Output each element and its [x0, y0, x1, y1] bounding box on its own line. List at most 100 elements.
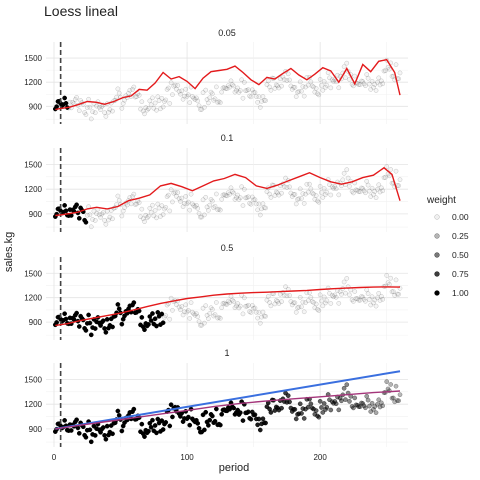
data-point	[296, 89, 302, 94]
data-point	[91, 208, 97, 214]
data-point	[392, 399, 398, 405]
data-point	[148, 424, 154, 430]
data-point	[155, 201, 161, 207]
data-point	[152, 316, 158, 322]
data-point	[164, 194, 170, 199]
data-point	[104, 423, 110, 429]
data-point	[88, 116, 94, 122]
data-point	[313, 193, 319, 198]
data-point	[87, 320, 93, 326]
data-point	[293, 201, 299, 207]
data-point	[317, 398, 323, 404]
data-point	[332, 292, 338, 298]
data-point	[295, 197, 300, 202]
data-point	[325, 70, 331, 76]
data-point	[245, 409, 251, 415]
data-point	[291, 300, 296, 306]
data-point	[167, 423, 173, 429]
data-point	[351, 190, 356, 196]
data-point	[384, 273, 390, 278]
data-point	[194, 202, 199, 208]
data-point	[311, 300, 316, 305]
data-point	[257, 427, 263, 433]
data-point	[150, 311, 155, 316]
data-point	[244, 195, 250, 201]
data-point	[301, 201, 307, 206]
data-point	[107, 214, 113, 220]
data-point	[291, 84, 296, 90]
data-point	[220, 85, 226, 91]
data-point	[116, 413, 122, 418]
data-point	[393, 168, 399, 174]
data-point	[170, 199, 175, 205]
data-point	[351, 405, 356, 411]
data-point	[385, 64, 391, 70]
data-point	[383, 68, 388, 74]
y-tick-label: 900	[29, 102, 43, 111]
data-point	[308, 294, 314, 300]
data-point	[389, 289, 395, 295]
data-point	[187, 100, 193, 106]
data-point	[220, 192, 226, 198]
data-point	[78, 98, 83, 103]
data-point	[210, 307, 215, 312]
data-point	[104, 208, 110, 214]
data-point	[257, 320, 263, 326]
data-point	[375, 295, 380, 301]
data-point	[308, 79, 314, 85]
data-point	[368, 302, 374, 308]
data-point	[135, 91, 141, 96]
legend-entry-label: 0.50	[452, 250, 469, 260]
data-point	[336, 300, 342, 306]
scatter-points	[52, 379, 403, 445]
data-point	[102, 217, 107, 223]
data-point	[160, 427, 166, 432]
data-point	[110, 216, 115, 222]
data-point	[203, 409, 209, 415]
data-point	[147, 98, 153, 104]
data-point	[321, 294, 327, 300]
data-point	[376, 182, 382, 188]
data-point	[265, 78, 271, 84]
data-point	[215, 99, 221, 105]
data-point	[187, 316, 193, 321]
data-point	[183, 302, 189, 308]
data-point	[212, 96, 218, 102]
data-point	[257, 105, 263, 110]
data-point	[256, 201, 262, 207]
data-point	[376, 397, 382, 403]
data-point	[379, 185, 384, 191]
data-point	[369, 78, 375, 84]
data-point	[132, 94, 138, 100]
data-point	[172, 189, 178, 195]
data-point	[228, 293, 234, 299]
data-point	[384, 379, 390, 384]
data-point	[323, 300, 328, 306]
data-point	[320, 303, 326, 309]
data-point	[267, 84, 272, 90]
data-point	[136, 200, 142, 205]
data-point	[182, 309, 187, 315]
data-point	[211, 97, 217, 103]
data-point	[106, 109, 111, 115]
y-tick-label: 1500	[24, 375, 42, 384]
data-point	[380, 296, 386, 302]
data-point	[272, 193, 278, 198]
data-point	[248, 201, 254, 207]
data-point	[263, 98, 268, 103]
data-point	[321, 186, 327, 191]
data-point	[391, 289, 396, 294]
data-point	[202, 212, 207, 218]
data-point	[245, 302, 251, 308]
data-point	[245, 194, 251, 200]
data-point	[300, 191, 306, 196]
data-point	[324, 82, 330, 88]
data-point	[110, 324, 115, 330]
data-point	[375, 186, 380, 192]
data-point	[253, 309, 259, 315]
y-tick-label: 1200	[24, 294, 42, 303]
data-point	[217, 207, 223, 213]
data-point	[71, 317, 77, 322]
data-point	[333, 401, 339, 407]
facet-panels: 0.05900120015000.1900120015000.590012001…	[24, 28, 408, 462]
